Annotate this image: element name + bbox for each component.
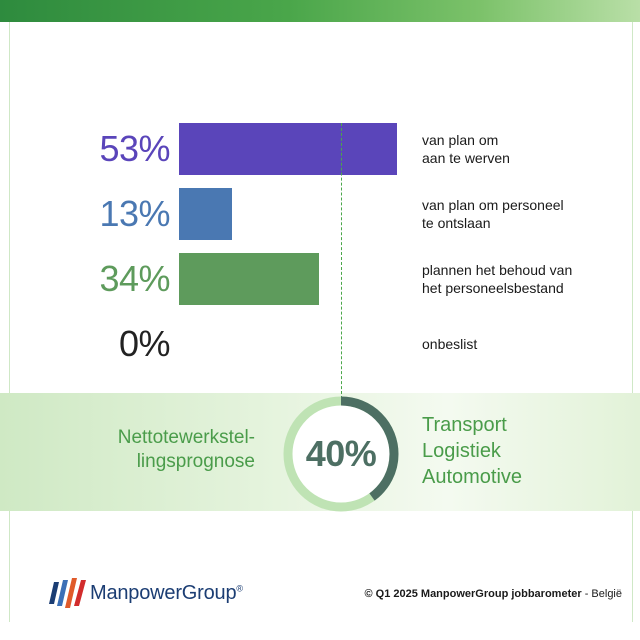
- logo-mark-icon: [49, 578, 86, 608]
- value-label-retain: 34%: [99, 258, 170, 299]
- ring-background: [288, 401, 394, 507]
- category-label-undecided: onbeslist: [422, 335, 622, 353]
- net-forecast-value: 40%: [305, 433, 377, 474]
- sector-item: Automotive: [422, 466, 523, 488]
- sector-item: Transport: [422, 414, 507, 436]
- dashed-connector-line: [341, 123, 342, 399]
- category-label-line: van plan om: [422, 132, 499, 148]
- category-label-line: onbeslist: [422, 336, 478, 352]
- category-label-line: het personeelsbestand: [422, 280, 564, 296]
- value-label-undecided: 0%: [118, 323, 171, 364]
- bar-retain: [179, 253, 319, 305]
- value-label-recruit: 53%: [99, 128, 170, 169]
- net-forecast-ring: 40%: [283, 396, 399, 512]
- category-label-layoff: van plan om personeel te ontslaan: [422, 196, 622, 232]
- sector-item: Logistiek: [422, 440, 501, 462]
- net-forecast-label-line: Nettotewerkstel-: [117, 427, 255, 448]
- sector-list: Transport Logistiek Automotive: [422, 412, 622, 490]
- category-label-line: aan te werven: [422, 150, 510, 166]
- footer-credit: © Q1 2025 ManpowerGroup jobbarometer - B…: [300, 588, 622, 600]
- logo-wordmark: ManpowerGroup®: [90, 582, 243, 604]
- card-border: [9, 22, 633, 622]
- category-label-line: plannen het behoud van: [422, 262, 573, 278]
- net-forecast-label: Nettotewerkstel- lingsprognose: [40, 426, 255, 474]
- ring-value-arc: [283, 396, 399, 512]
- footer-source: © Q1 2025 ManpowerGroup jobbarometer: [364, 588, 582, 600]
- category-label-line: van plan om personeel: [422, 197, 564, 213]
- bar-layoff: [179, 188, 233, 240]
- value-label-layoff: 13%: [99, 193, 170, 234]
- ring-graphic: [283, 396, 399, 512]
- category-label-retain: plannen het behoud van het personeelsbes…: [422, 261, 622, 297]
- category-label-line: te ontslaan: [422, 215, 491, 231]
- net-forecast-label-line: lingsprognose: [136, 451, 255, 472]
- category-label-recruit: van plan om aan te werven: [422, 131, 622, 167]
- bar-recruit: [179, 123, 397, 175]
- footer-country: - België: [581, 588, 622, 600]
- top-gradient-band: [0, 0, 640, 22]
